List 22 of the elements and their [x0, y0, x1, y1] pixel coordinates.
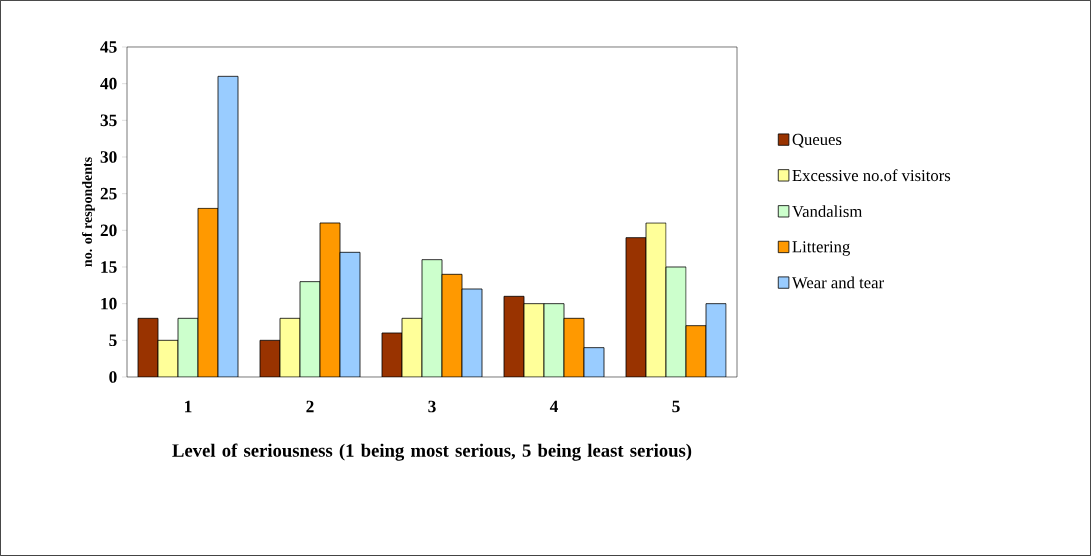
legend-label: Littering: [792, 241, 850, 256]
y-tick-label: 40: [100, 77, 117, 90]
x-tick-label: 4: [549, 400, 559, 413]
x-tick-label: 1: [185, 400, 192, 413]
legend-label: Vandalism: [792, 205, 863, 218]
y-tick-label: 10: [101, 297, 117, 310]
x-axis-title: Level of seriousness (1 being most serious, 5 being least serious): [172, 443, 692, 461]
x-tick-label: 3: [428, 400, 436, 413]
y-axis-title: no. of respondents: [81, 157, 95, 267]
x-tick-label: 2: [306, 400, 314, 413]
legend-label: Wear and tear: [791, 276, 884, 289]
y-tick-label: 45: [100, 41, 117, 53]
legend-label: Queues: [792, 133, 842, 148]
legend-label: Excessive no.of visitors: [792, 169, 951, 182]
y-tick-label: 20: [100, 224, 117, 237]
y-tick-label: 25: [100, 187, 117, 200]
y-tick-label: 30: [100, 151, 117, 163]
y-tick-label: 0: [109, 371, 117, 383]
y-tick-label: 35: [100, 114, 117, 127]
y-tick-label: 5: [109, 334, 117, 347]
x-tick-label: 5: [672, 400, 680, 413]
y-tick-label: 15: [101, 261, 117, 273]
